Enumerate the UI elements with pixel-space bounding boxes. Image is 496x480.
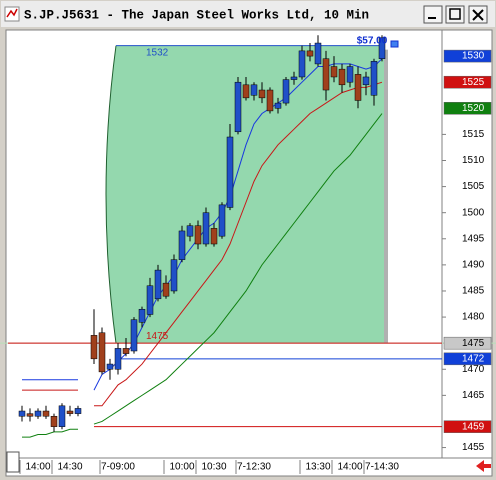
level-label: 1530 bbox=[462, 51, 485, 62]
y-tick-label: 1500 bbox=[462, 207, 485, 218]
candle-body bbox=[218, 204, 226, 237]
title-bar bbox=[1, 1, 495, 27]
annotation-marker bbox=[390, 40, 399, 48]
y-tick-label: 1465 bbox=[462, 390, 485, 401]
x-tick-label: 7-14:30 bbox=[365, 462, 399, 473]
candle-body bbox=[122, 348, 130, 354]
y-tick-label: 1505 bbox=[462, 181, 485, 192]
y-tick-label: 1495 bbox=[462, 233, 485, 244]
candle-body bbox=[162, 282, 170, 297]
y-tick-label: 1515 bbox=[462, 129, 485, 140]
candle-body bbox=[138, 308, 146, 323]
candle-body bbox=[58, 405, 66, 427]
level-box bbox=[443, 352, 492, 366]
plot: 1532 1475 1455 1465 1470 1480 1485 1490 1495 1500… bbox=[0, 35, 496, 474]
scroll-arrow[interactable] bbox=[476, 460, 491, 472]
level-label: 1459 bbox=[462, 421, 485, 432]
candle-body bbox=[34, 410, 42, 417]
candle-body bbox=[186, 225, 194, 237]
candle-body bbox=[18, 410, 26, 417]
candle-body bbox=[66, 410, 74, 414]
candle-body bbox=[226, 136, 234, 208]
x-tick-label: 14:00 bbox=[337, 462, 362, 473]
price-annotation: $57.00 bbox=[357, 36, 388, 47]
x-tick-label: 7-09:00 bbox=[101, 462, 135, 473]
maximize-button[interactable] bbox=[445, 5, 465, 24]
candle-body bbox=[210, 228, 218, 245]
candle-body bbox=[114, 348, 122, 370]
candle-body bbox=[74, 408, 82, 414]
x-tick-label: 13:30 bbox=[305, 462, 330, 473]
range-high-label: 1532 bbox=[146, 47, 169, 58]
candle-body bbox=[130, 319, 138, 352]
candle-body bbox=[354, 74, 362, 101]
candle-body bbox=[42, 410, 50, 417]
candle-body bbox=[330, 66, 338, 78]
candle-body bbox=[178, 230, 186, 260]
candle-body bbox=[274, 102, 282, 109]
minimize-button[interactable] bbox=[423, 5, 443, 24]
level-label: 1525 bbox=[462, 77, 485, 88]
candle-body bbox=[258, 89, 266, 99]
level-box bbox=[443, 336, 492, 350]
level-label: 1475 bbox=[462, 338, 485, 349]
candle-body bbox=[346, 66, 354, 83]
scroll-box[interactable] bbox=[6, 451, 20, 473]
window-title: S.JP.J5631 - The Japan Steel Works Ltd, … bbox=[24, 8, 369, 22]
level-label: 1520 bbox=[462, 103, 485, 114]
y-tick-label: 1455 bbox=[462, 442, 485, 453]
x-tick-label: 14:30 bbox=[57, 462, 82, 473]
candle-body bbox=[282, 79, 290, 104]
y-tick-label: 1485 bbox=[462, 286, 485, 297]
y-tick-label: 1510 bbox=[462, 155, 485, 166]
y-tick-label: 1470 bbox=[462, 364, 485, 375]
candle-body bbox=[362, 76, 370, 86]
candle-body bbox=[234, 81, 242, 133]
candle-body bbox=[106, 363, 114, 370]
candle-body bbox=[50, 415, 58, 427]
candle-body bbox=[98, 332, 106, 373]
candle-body bbox=[338, 68, 346, 86]
y-tick-label: 1490 bbox=[462, 260, 485, 271]
candle-body bbox=[194, 225, 202, 245]
range-edge bbox=[105, 45, 117, 344]
x-tick-label: 14:00 bbox=[25, 462, 50, 473]
x-tick-label: 10:00 bbox=[169, 462, 194, 473]
range-shadow bbox=[384, 49, 388, 344]
y-tick-label: 1480 bbox=[462, 312, 485, 323]
candle-body bbox=[290, 76, 298, 80]
moving-average bbox=[22, 81, 383, 407]
candle-body bbox=[314, 42, 322, 65]
level-box bbox=[443, 102, 492, 115]
candle-body bbox=[242, 84, 250, 99]
candle-body bbox=[378, 37, 386, 59]
candle-body bbox=[26, 413, 34, 417]
candle-body bbox=[90, 335, 98, 360]
candle-body bbox=[266, 89, 274, 112]
range-low-label: 1475 bbox=[146, 331, 169, 342]
level-box bbox=[443, 75, 492, 89]
x-tick-label: 7-12:30 bbox=[237, 462, 271, 473]
candle-body bbox=[306, 50, 314, 57]
candle-body bbox=[370, 61, 378, 96]
moving-average bbox=[22, 113, 383, 438]
candle-body bbox=[250, 84, 258, 96]
level-label: 1472 bbox=[462, 353, 485, 364]
level-box bbox=[443, 49, 492, 63]
candle-body bbox=[146, 285, 154, 315]
candle-body bbox=[170, 259, 178, 292]
candle-body bbox=[322, 58, 330, 91]
candle-body bbox=[154, 269, 162, 300]
window-icon-glyph bbox=[6, 8, 18, 18]
level-box bbox=[443, 420, 492, 433]
candle-body bbox=[202, 212, 210, 245]
candle-body bbox=[298, 50, 306, 78]
close-button[interactable] bbox=[468, 5, 488, 24]
x-tick-label: 10:30 bbox=[201, 462, 226, 473]
